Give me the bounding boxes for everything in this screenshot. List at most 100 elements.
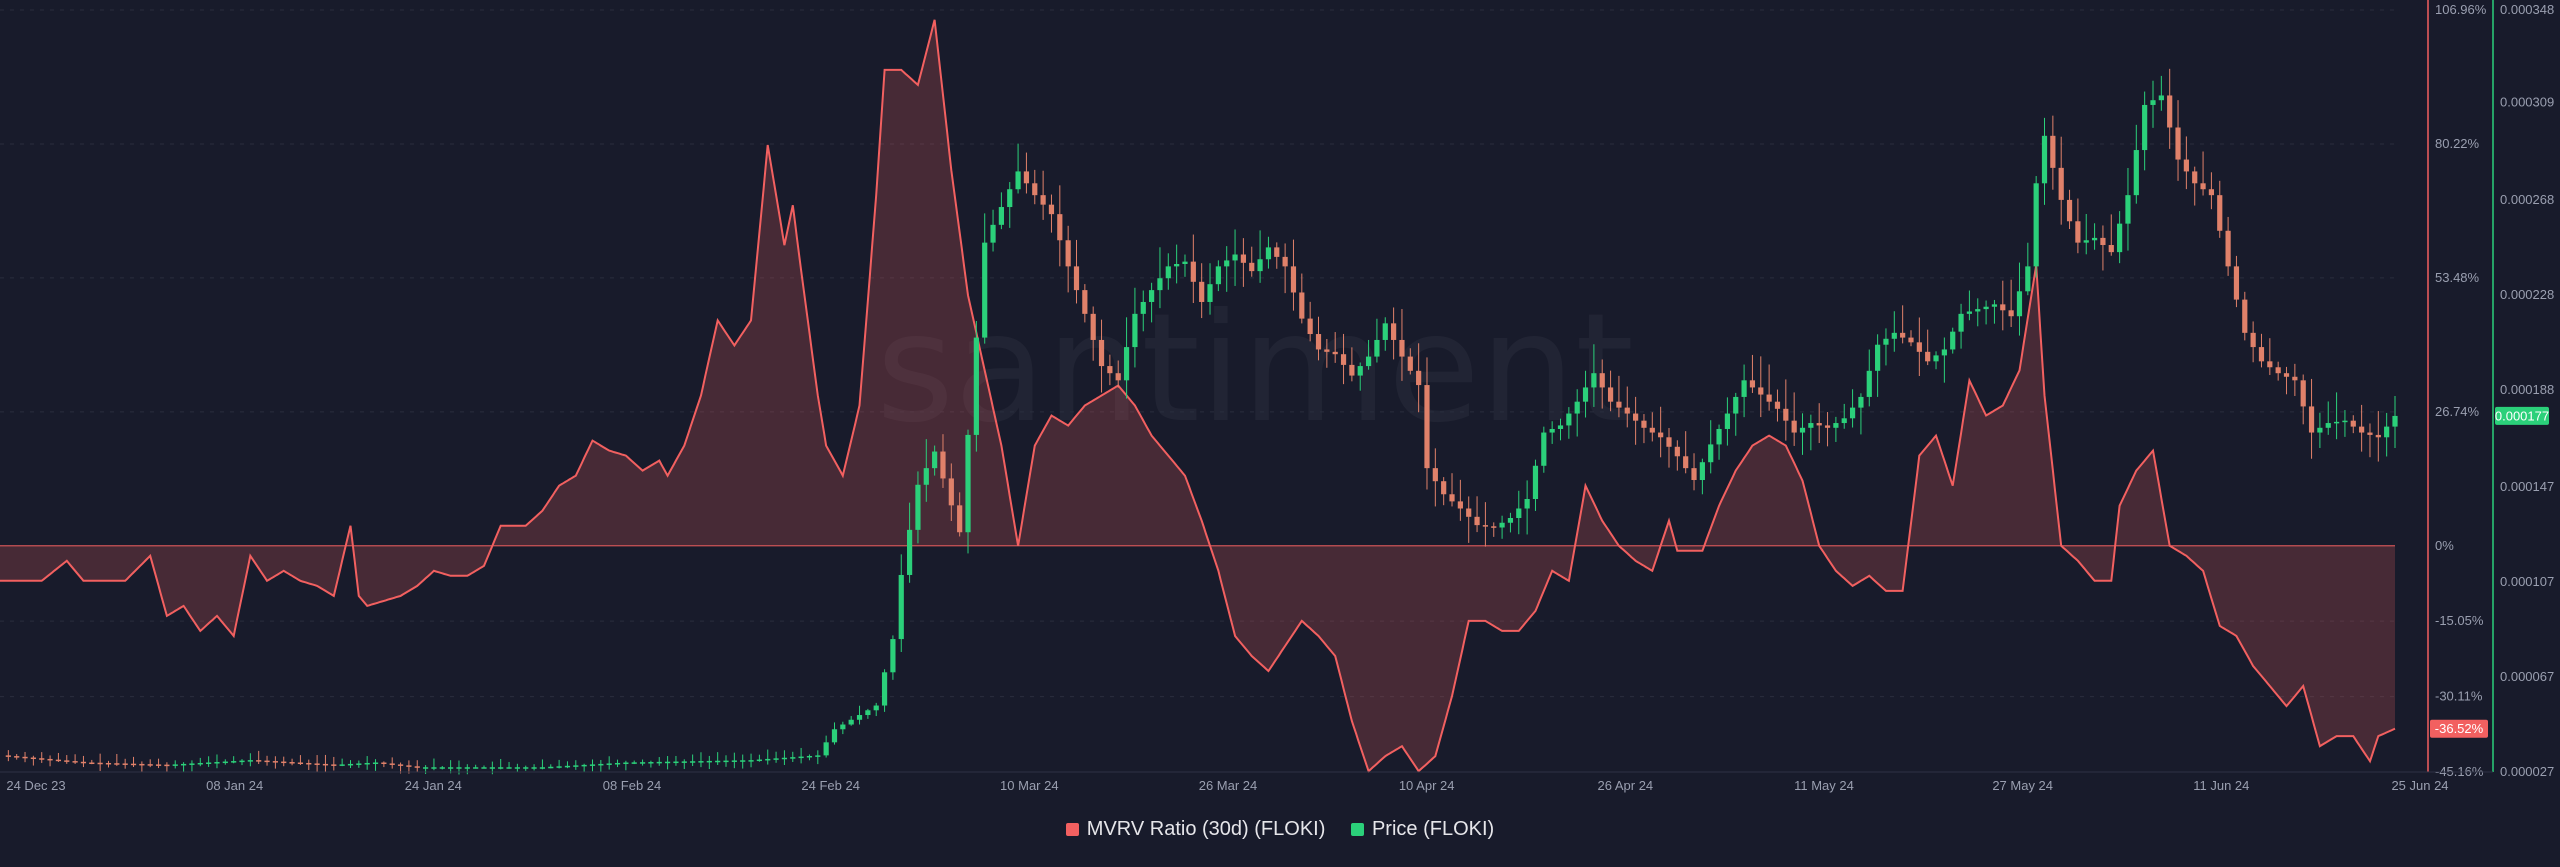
price-candle bbox=[648, 762, 654, 764]
price-candle bbox=[664, 761, 671, 764]
price-candle bbox=[2142, 104, 2148, 151]
price-candle bbox=[1032, 183, 1038, 196]
price-candle bbox=[180, 763, 187, 766]
legend-item-mvrv[interactable]: MVRV Ratio (30d) (FLOKI) bbox=[1065, 818, 1325, 841]
price-candle bbox=[1958, 313, 1964, 332]
price-candle bbox=[606, 763, 612, 765]
price-candle bbox=[1165, 266, 1171, 279]
legend-item-price[interactable]: Price (FLOKI) bbox=[1350, 818, 1495, 841]
price-tick-label: 0.000268 bbox=[2500, 192, 2554, 207]
price-candle bbox=[656, 761, 662, 764]
price-candle bbox=[1507, 518, 1514, 523]
price-candle bbox=[2217, 195, 2223, 231]
price-candle bbox=[623, 762, 629, 765]
price-candle bbox=[89, 762, 95, 765]
x-tick-label: 10 Mar 24 bbox=[1000, 778, 1059, 793]
price-candle bbox=[1466, 508, 1472, 517]
price-candle bbox=[2041, 135, 2048, 184]
price-candle bbox=[781, 757, 788, 760]
price-candle bbox=[164, 764, 170, 767]
price-candle bbox=[2308, 406, 2315, 433]
price-candle bbox=[840, 724, 846, 730]
x-tick-label: 27 May 24 bbox=[1992, 778, 2053, 793]
price-candle bbox=[2033, 183, 2039, 267]
price-tick-label: 0.000027 bbox=[2500, 764, 2554, 779]
price-candle bbox=[130, 763, 137, 766]
price-candle bbox=[247, 760, 253, 762]
price-candle bbox=[1716, 428, 1722, 445]
price-candle bbox=[1249, 262, 1255, 272]
price-candle bbox=[1015, 171, 1021, 190]
mvrv-area-layer bbox=[0, 19, 2396, 773]
price-candle bbox=[1132, 313, 1138, 348]
price-candle bbox=[756, 759, 762, 762]
price-candle bbox=[1808, 423, 1814, 428]
price-candle bbox=[1299, 292, 1305, 319]
price-candle bbox=[1649, 427, 1655, 433]
price-candle bbox=[464, 767, 470, 769]
price-candle bbox=[2167, 95, 2173, 128]
legend-label-price: Price (FLOKI) bbox=[1371, 818, 1495, 840]
price-candle bbox=[1833, 423, 1839, 428]
price-candle bbox=[865, 710, 871, 716]
price-candle bbox=[1816, 423, 1822, 426]
price-candle bbox=[1624, 407, 1630, 414]
price-candle bbox=[881, 672, 888, 706]
price-candle bbox=[39, 758, 45, 760]
price-candle bbox=[748, 760, 754, 762]
price-candle bbox=[2133, 150, 2139, 196]
price-candle bbox=[322, 763, 329, 766]
price-candle bbox=[1691, 468, 1697, 481]
price-candle bbox=[982, 242, 988, 338]
price-candle bbox=[397, 764, 404, 766]
mvrv-tick-label: 26.74% bbox=[2435, 404, 2480, 419]
price-candle bbox=[1382, 323, 1388, 340]
price-candle bbox=[314, 763, 320, 765]
price-candle bbox=[1774, 401, 1781, 409]
price-candle bbox=[1524, 499, 1530, 509]
price-candle bbox=[1432, 468, 1438, 482]
price-candle bbox=[1541, 432, 1547, 466]
price-candle bbox=[1474, 516, 1480, 526]
mvrv-swatch-icon bbox=[1065, 823, 1079, 836]
price-candle bbox=[289, 762, 295, 764]
price-candle bbox=[932, 451, 938, 469]
price-candle bbox=[2392, 415, 2398, 427]
price-candle bbox=[1516, 508, 1522, 518]
price-candle bbox=[1349, 364, 1355, 376]
price-candle bbox=[1783, 408, 1789, 421]
price-candle bbox=[97, 762, 103, 765]
price-candle bbox=[1199, 281, 1205, 302]
price-candle bbox=[331, 764, 337, 766]
price-candle bbox=[1274, 247, 1280, 257]
price-candle bbox=[281, 761, 287, 764]
price-candle bbox=[30, 757, 36, 760]
price-candle bbox=[1557, 425, 1564, 429]
price-tick-label: 0.000309 bbox=[2500, 95, 2554, 110]
price-candle bbox=[1991, 304, 1998, 307]
price-candle bbox=[698, 761, 704, 763]
price-candle bbox=[1908, 337, 1914, 343]
price-candle bbox=[1975, 309, 1981, 312]
price-candle bbox=[715, 760, 721, 763]
price-candle bbox=[114, 763, 120, 765]
price-candle bbox=[1391, 323, 1397, 340]
price-candle bbox=[1950, 331, 1956, 350]
price-candle bbox=[1324, 349, 1330, 352]
price-candle bbox=[2275, 367, 2281, 374]
price-candle bbox=[2317, 427, 2323, 433]
price-candle bbox=[1023, 171, 1030, 184]
price-candle bbox=[1566, 413, 1572, 426]
price-candle bbox=[1658, 432, 1664, 438]
price-candle bbox=[1182, 261, 1188, 264]
price-candle bbox=[2292, 376, 2298, 381]
price-candle bbox=[1674, 446, 1680, 457]
price-candle bbox=[456, 767, 462, 769]
price-candle bbox=[1157, 278, 1163, 291]
price-candle bbox=[2333, 421, 2340, 424]
price-candle bbox=[264, 760, 270, 763]
price-candle bbox=[2150, 100, 2156, 105]
price-candle bbox=[1057, 214, 1063, 241]
price-candle bbox=[80, 761, 87, 764]
price-candle bbox=[197, 762, 203, 765]
